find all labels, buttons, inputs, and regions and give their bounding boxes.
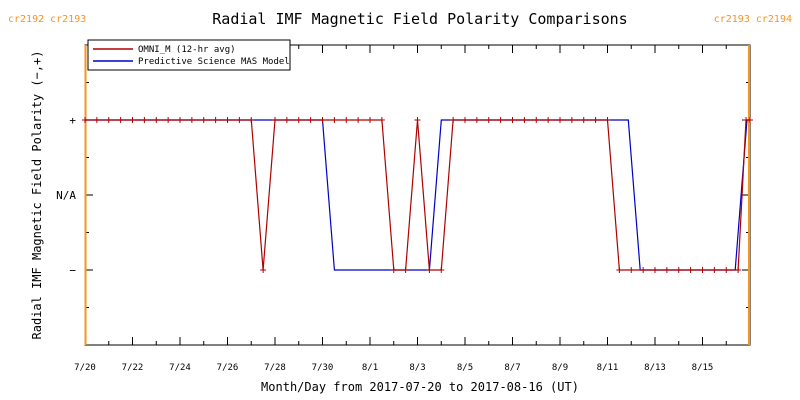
legend-label-mas: Predictive Science MAS Model [138, 57, 290, 67]
data-point-marker [557, 117, 563, 123]
legend-box [87, 39, 291, 71]
carrington-rotation-markers: cr2192 cr2193 cr2193 cr2194 [8, 14, 792, 345]
data-point-marker [533, 117, 540, 123]
data-point-marker [212, 117, 219, 123]
plot-frame [84, 44, 751, 346]
data-point-marker [640, 267, 647, 273]
legend-label-omni: OMNI_M (12-hr avg) [138, 45, 236, 55]
data-point-marker [283, 117, 290, 123]
y-tick-label: N/A [56, 189, 76, 202]
x-tick-label: 7/26 [217, 363, 239, 373]
data-point-marker [402, 267, 409, 273]
data-point-marker [319, 117, 326, 123]
data-point-marker [687, 267, 694, 273]
x-tick-label: 8/11 [597, 363, 619, 373]
data-point-marker [355, 117, 362, 123]
series-line-omni [85, 119, 750, 271]
data-point-marker [450, 117, 457, 123]
data-point-marker [545, 117, 552, 123]
data-point-marker [652, 267, 658, 273]
data-point-marker [378, 117, 385, 123]
data-point-marker [723, 267, 730, 273]
data-point-marker [331, 117, 338, 123]
data-point-marker [260, 267, 267, 273]
carrington-label: cr2193 cr2194 [714, 14, 792, 25]
data-point-marker [414, 117, 421, 123]
data-point-marker [675, 267, 682, 273]
x-axis-label: Month/Day from 2017-07-20 to 2017-08-16 … [261, 380, 579, 394]
data-point-marker [473, 117, 480, 123]
data-point-marker [711, 267, 718, 273]
data-point-marker [165, 117, 172, 123]
data-point-marker [699, 267, 706, 273]
legend: OMNI_M (12-hr avg) Predictive Science MA… [87, 39, 291, 71]
data-point-marker [188, 117, 195, 123]
x-tick-label: 7/30 [312, 363, 334, 373]
series-layer [82, 117, 753, 273]
data-point-marker [224, 117, 231, 123]
data-point-marker [177, 117, 183, 123]
data-point-marker [485, 117, 492, 123]
data-point-marker [272, 117, 278, 123]
data-point-marker [141, 117, 148, 123]
data-point-marker [426, 267, 433, 273]
carrington-label: cr2192 cr2193 [8, 14, 86, 25]
x-tick-label: 8/7 [504, 363, 520, 373]
data-point-marker [735, 267, 742, 273]
x-tick-label: 7/28 [264, 363, 286, 373]
data-point-marker [295, 117, 302, 123]
data-point-marker [307, 117, 314, 123]
x-tick-label: 8/5 [457, 363, 473, 373]
data-point-marker [367, 117, 373, 123]
y-axis: − N/A + [56, 44, 750, 346]
series-line-mas [85, 119, 750, 271]
data-point-marker [343, 117, 350, 123]
data-point-marker [580, 117, 587, 123]
data-point-marker [93, 117, 100, 123]
x-tick-label: 8/9 [552, 363, 568, 373]
data-point-marker [521, 117, 528, 123]
data-point-marker [592, 117, 599, 123]
y-tick-label: − [69, 264, 76, 277]
data-point-marker [153, 117, 160, 123]
x-tick-label: 8/13 [644, 363, 666, 373]
data-point-marker [129, 117, 136, 123]
data-point-marker [117, 117, 124, 123]
data-point-marker [663, 267, 670, 273]
data-point-marker [497, 117, 504, 123]
x-tick-label: 7/24 [169, 363, 191, 373]
data-point-marker [390, 267, 397, 273]
data-point-marker [616, 267, 623, 273]
data-point-marker [438, 267, 445, 273]
data-point-marker [462, 117, 468, 123]
x-tick-label: 8/1 [362, 363, 378, 373]
data-point-marker [105, 117, 112, 123]
data-point-marker [236, 117, 243, 123]
chart-title: Radial IMF Magnetic Field Polarity Compa… [212, 10, 627, 28]
data-point-marker [568, 117, 575, 123]
data-point-marker [604, 117, 611, 123]
data-point-marker [747, 117, 753, 123]
data-point-marker [82, 117, 88, 123]
x-axis: 7/20 7/22 7/24 7/26 7/28 7/30 8/1 8/3 8/5 8/7 8/9 8… [74, 45, 751, 373]
data-point-marker [628, 267, 635, 273]
x-tick-label: 8/3 [409, 363, 425, 373]
data-point-marker [248, 117, 255, 123]
y-axis-label: Radial IMF Magnetic Field Polarity (−,+) [30, 51, 44, 340]
x-tick-label: 7/22 [122, 363, 144, 373]
x-tick-label: 8/15 [692, 363, 714, 373]
data-point-marker [200, 117, 207, 123]
data-point-marker [509, 117, 516, 123]
x-tick-label: 7/20 [74, 363, 96, 373]
y-tick-label: + [69, 114, 76, 127]
